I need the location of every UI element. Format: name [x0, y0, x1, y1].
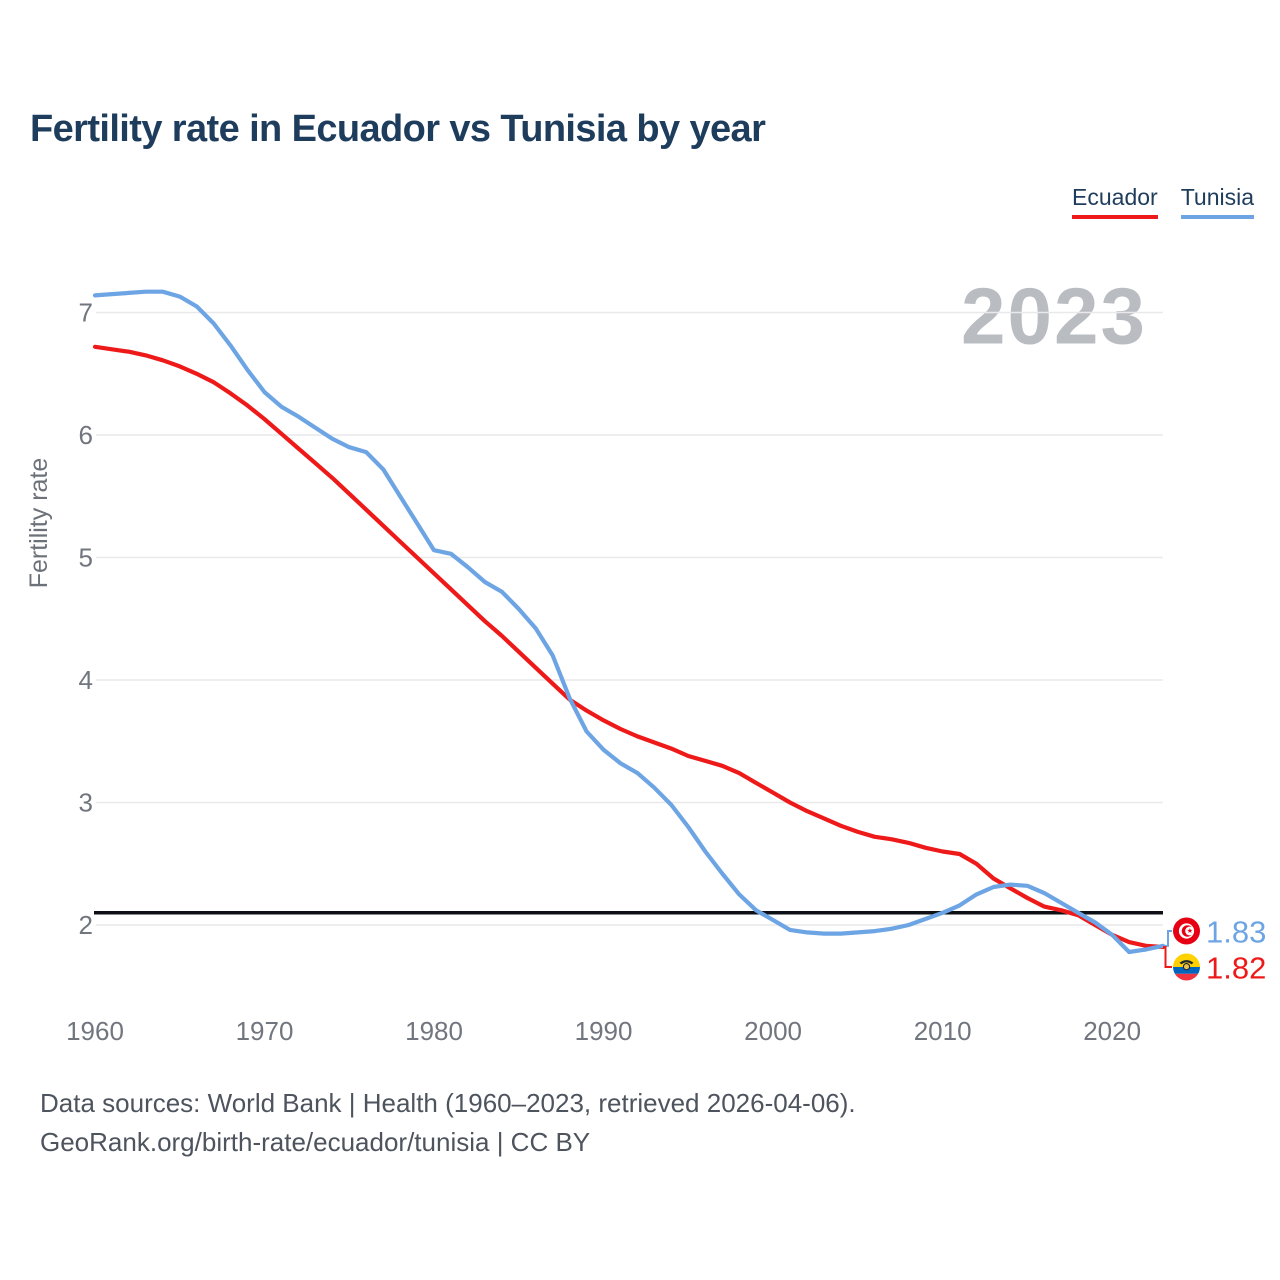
x-tick-1970: 1970	[236, 1016, 294, 1046]
series-line-ecuador[interactable]	[92, 344, 1166, 950]
tunisia-connector	[1163, 930, 1172, 947]
tunisia-end-value: 1.83	[1206, 915, 1266, 950]
x-tick-2020: 2020	[1083, 1016, 1141, 1046]
ecuador-flag-icon	[1173, 953, 1200, 981]
ecuador-flag-blue	[1173, 967, 1200, 974]
x-axis-tick-labels: 1960 1970 1980 1990 2000 2010 2020	[66, 1016, 1141, 1046]
gridlines	[96, 311, 1163, 926]
year-watermark: 2023	[961, 272, 1147, 361]
tunisia-flag-crescent-cut	[1185, 926, 1194, 936]
tunisia-flag-icon: ★	[1173, 917, 1200, 945]
legend: Ecuador Tunisia	[1072, 186, 1254, 219]
chart-title: Fertility rate in Ecuador vs Tunisia by …	[30, 108, 766, 150]
x-tick-1990: 1990	[575, 1016, 633, 1046]
ecuador-flag-shield	[1182, 963, 1191, 971]
source-attribution: Data sources: World Bank | Health (1960–…	[40, 1084, 856, 1162]
y-tick-6: 6	[79, 420, 93, 450]
y-tick-7: 7	[79, 298, 93, 328]
ecuador-flag-condor	[1179, 960, 1194, 965]
x-tick-1960: 1960	[66, 1016, 124, 1046]
y-axis-title: Fertility rate	[25, 458, 53, 589]
source-line-1: Data sources: World Bank | Health (1960–…	[40, 1088, 856, 1118]
ecuador-connector	[1163, 946, 1172, 968]
x-tick-2010: 2010	[914, 1016, 972, 1046]
series-line-tunisia[interactable]	[92, 289, 1166, 955]
ecuador-end-value: 1.82	[1206, 951, 1266, 986]
y-tick-5: 5	[79, 543, 93, 573]
y-axis-tick-labels: 2 3 4 5 6 7	[79, 298, 93, 941]
y-tick-4: 4	[79, 665, 93, 695]
annotation-connectors	[1163, 930, 1172, 968]
legend-item-tunisia[interactable]: Tunisia	[1180, 186, 1254, 219]
source-line-2: GeoRank.org/birth-rate/ecuador/tunisia |…	[40, 1127, 591, 1157]
x-tick-1980: 1980	[405, 1016, 463, 1046]
tunisia-flag-star: ★	[1187, 927, 1193, 935]
y-tick-3: 3	[79, 788, 93, 818]
x-tick-2000: 2000	[744, 1016, 802, 1046]
y-tick-2: 2	[79, 910, 93, 940]
ecuador-flag-red	[1173, 973, 1200, 981]
series-lines[interactable]	[92, 289, 1166, 955]
legend-item-ecuador[interactable]: Ecuador	[1072, 186, 1158, 219]
